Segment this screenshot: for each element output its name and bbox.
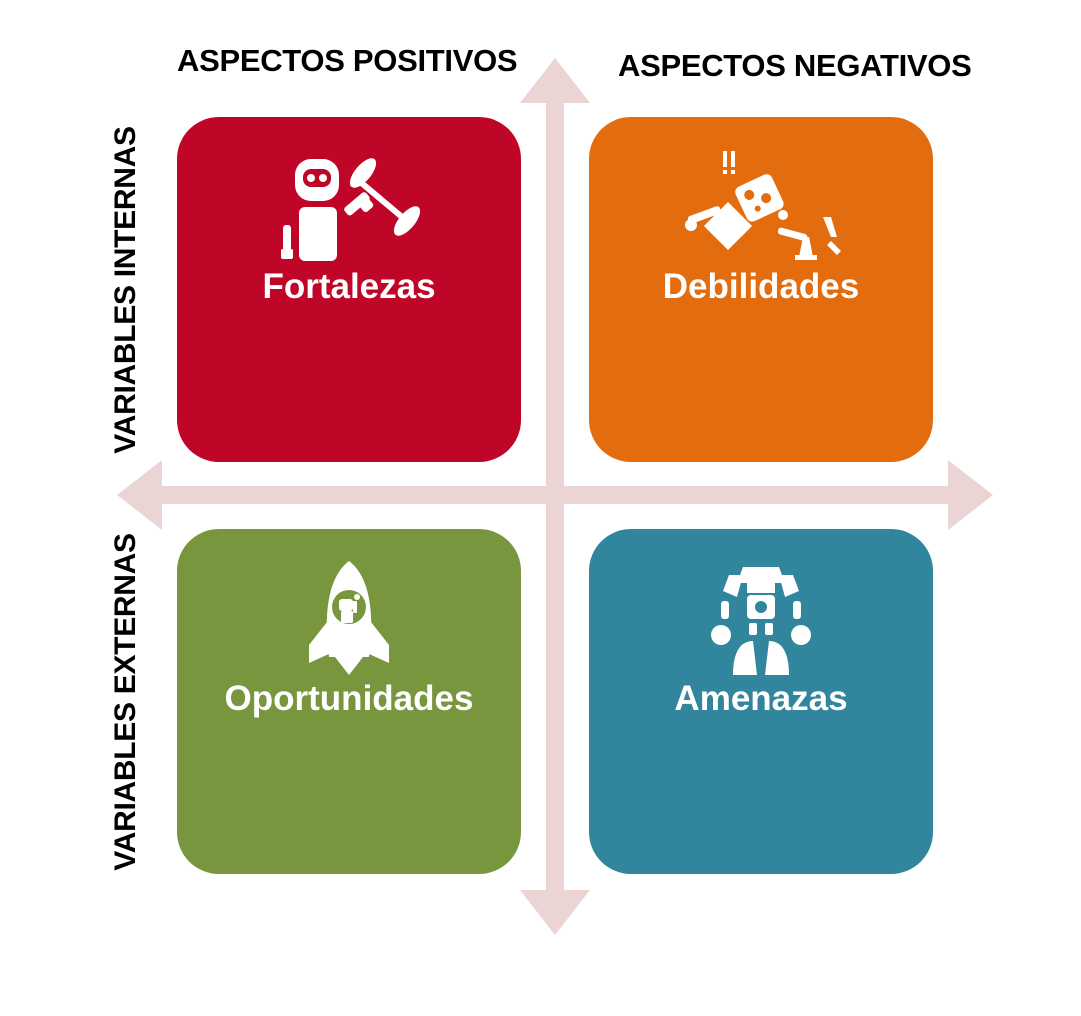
rocket-with-robot-icon <box>309 561 389 675</box>
quadrant-threats: Amenazas <box>589 529 933 874</box>
quadrant-label-threats: Amenazas <box>674 679 848 718</box>
side-label-internal-variables: VARIABLES INTERNAS <box>109 126 142 454</box>
quadrant-strengths: Fortalezas <box>177 117 521 462</box>
quadrant-label-weaknesses: Debilidades <box>662 267 860 306</box>
quadrant-label-strengths: Fortalezas <box>262 267 436 306</box>
giant-robot-icon <box>711 567 811 675</box>
header-positive-aspects: ASPECTOS POSITIVOS <box>177 43 518 78</box>
header-negative-aspects: ASPECTOS NEGATIVOS <box>618 48 972 83</box>
quadrant-weaknesses: Debilidades <box>589 117 933 462</box>
broken-robot-icon <box>685 151 841 260</box>
side-label-external-variables: VARIABLES EXTERNAS <box>109 533 142 871</box>
quadrant-opportunities: Oportunidades <box>177 529 521 874</box>
robot-lifting-barbell-icon <box>281 158 421 261</box>
quadrant-label-opportunities: Oportunidades <box>224 679 474 718</box>
horizontal-axis-arrow <box>117 460 993 530</box>
